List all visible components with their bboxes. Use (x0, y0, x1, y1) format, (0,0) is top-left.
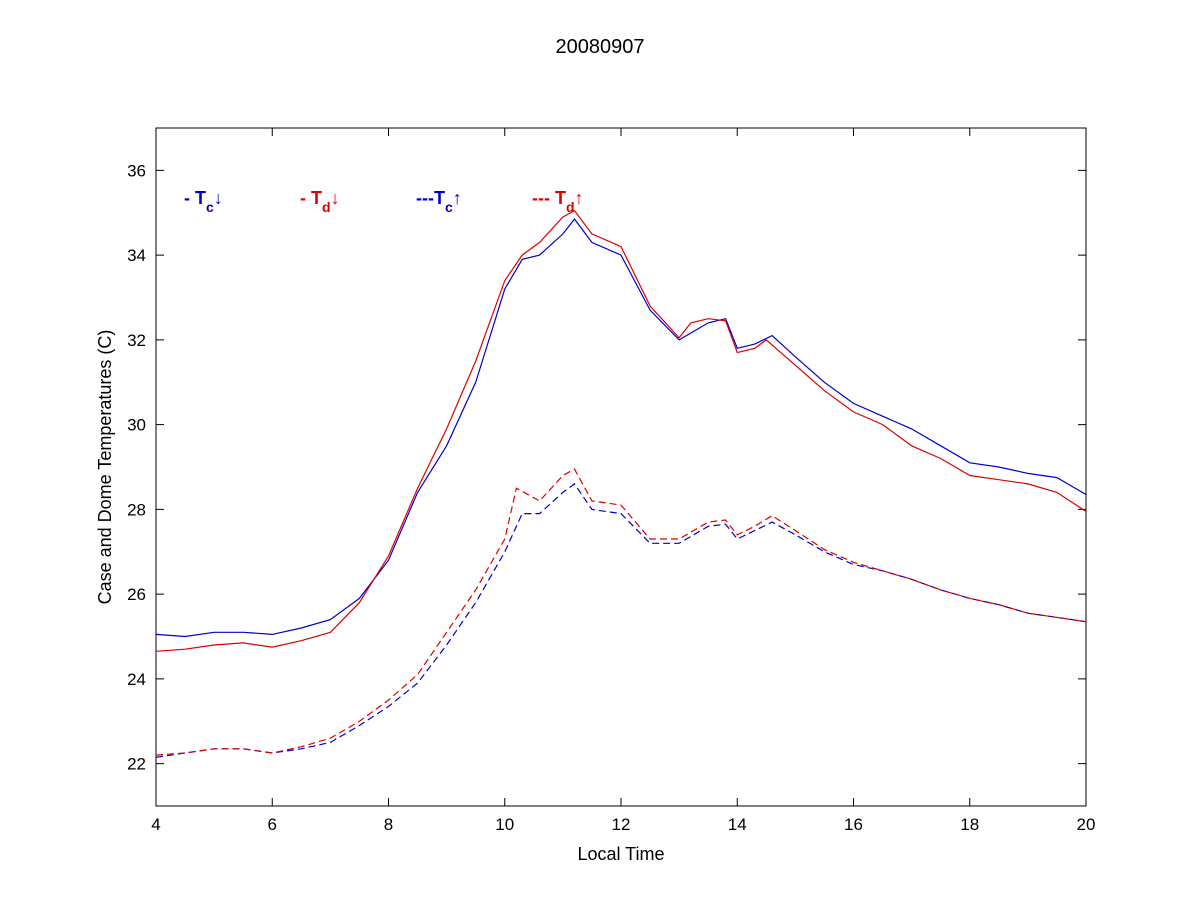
axis-ticks: 4 6 8 10 12 14 16 18 20 22 24 26 28 30 32 34 36 (127, 128, 1095, 834)
x-tick-label: 12 (612, 815, 631, 834)
y-tick-label: 26 (127, 585, 146, 604)
x-tick-label: 20 (1077, 815, 1096, 834)
y-axis-label: Case and Dome Temperatures (C) (95, 330, 115, 605)
x-tick-label: 14 (728, 815, 747, 834)
y-tick-label: 28 (127, 500, 146, 519)
x-tick-label: 18 (960, 815, 979, 834)
series-tc-down-line (155, 218, 1087, 638)
y-tick-label: 22 (127, 755, 146, 774)
legend-entry: - Td↓ (300, 188, 340, 215)
x-tick-label: 16 (844, 815, 863, 834)
x-tick-label: 10 (495, 815, 514, 834)
series-td-down-line (155, 209, 1087, 652)
x-axis-label: Local Time (577, 844, 664, 864)
legend: - Tc↓ - Td↓ ---Tc↑ --- Td↑ (184, 188, 584, 215)
legend-entry: ---Tc↑ (416, 188, 462, 215)
legend-entry: --- Td↑ (532, 188, 584, 215)
y-tick-label: 34 (127, 246, 146, 265)
y-tick-label: 36 (127, 161, 146, 180)
series-td-up-line (155, 468, 1087, 756)
y-tick-label: 24 (127, 670, 146, 689)
x-tick-label: 6 (268, 815, 277, 834)
legend-entry: - Tc↓ (184, 188, 223, 215)
y-tick-label: 30 (127, 416, 146, 435)
y-tick-label: 32 (127, 331, 146, 350)
x-tick-label: 8 (384, 815, 393, 834)
chart-title: 20080907 (556, 36, 645, 58)
series-tc-up-line (155, 483, 1087, 758)
series-layer (155, 209, 1087, 758)
x-tick-label: 4 (151, 815, 160, 834)
plot-area (155, 127, 1087, 807)
